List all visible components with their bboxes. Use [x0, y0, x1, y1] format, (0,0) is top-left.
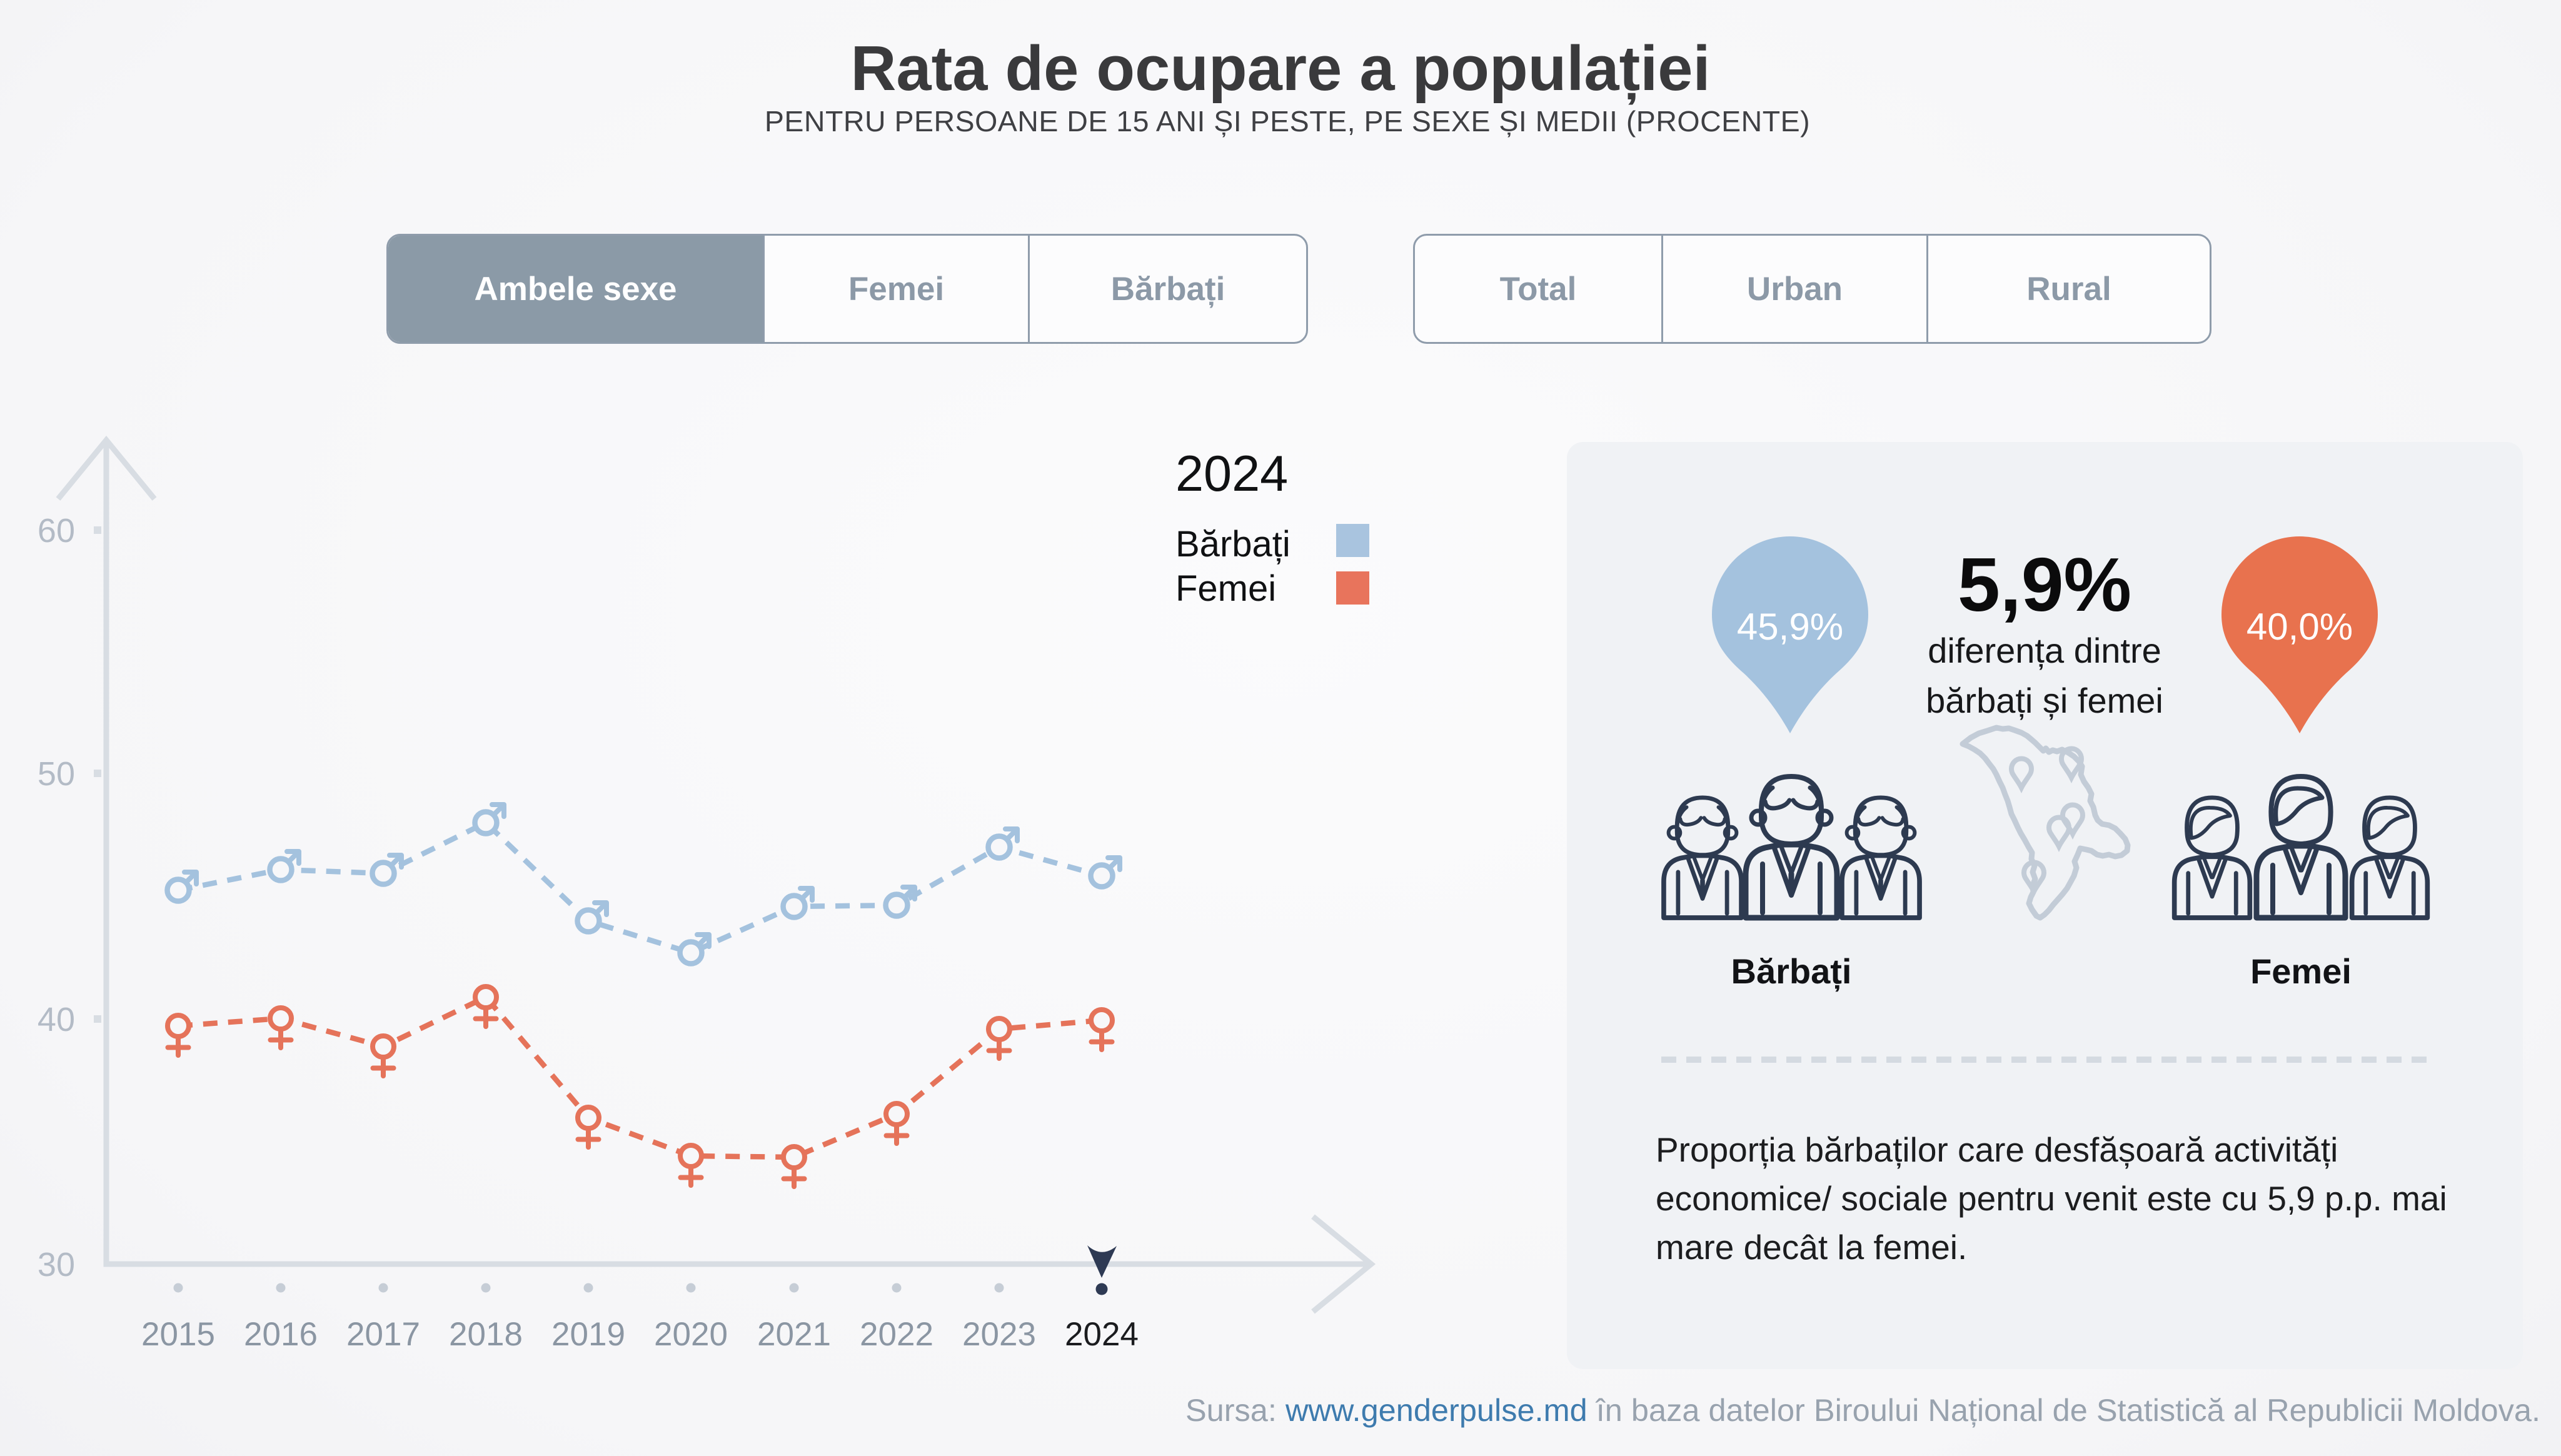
svg-text:60: 60 [38, 512, 75, 550]
svg-text:40: 40 [38, 1001, 75, 1038]
svg-text:2015: 2015 [141, 1316, 215, 1353]
svg-text:2022: 2022 [860, 1316, 933, 1353]
svg-text:2018: 2018 [449, 1316, 523, 1353]
svg-text:2019: 2019 [551, 1316, 625, 1353]
svg-text:2017: 2017 [346, 1316, 420, 1353]
svg-text:2024: 2024 [1065, 1316, 1139, 1353]
svg-text:2023: 2023 [962, 1316, 1036, 1353]
svg-text:2016: 2016 [244, 1316, 318, 1353]
svg-text:50: 50 [38, 755, 75, 793]
svg-text:2021: 2021 [757, 1316, 831, 1353]
svg-text:30: 30 [38, 1246, 75, 1283]
svg-text:2020: 2020 [654, 1316, 728, 1353]
